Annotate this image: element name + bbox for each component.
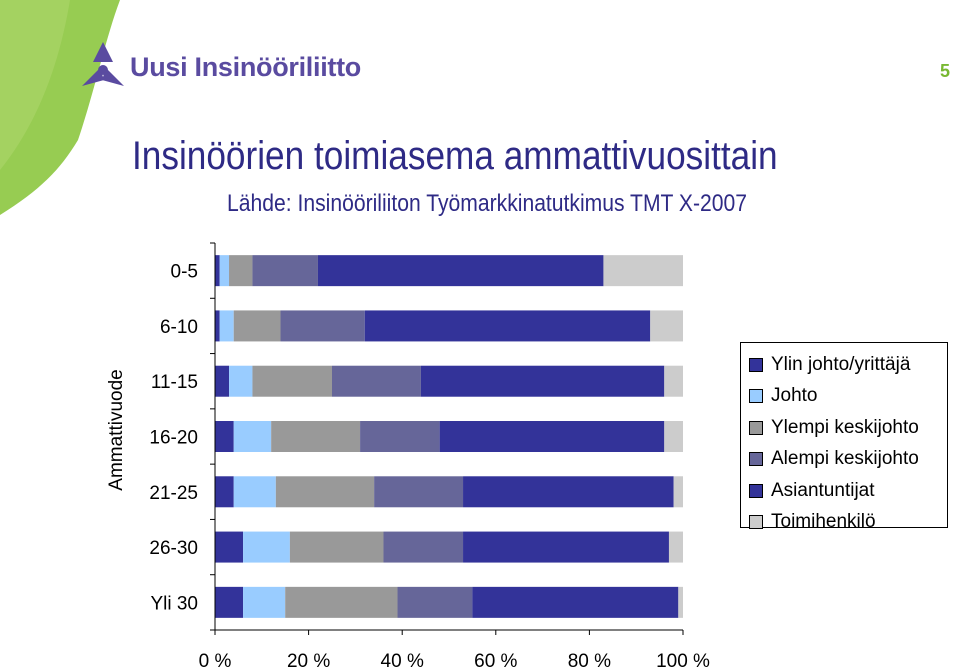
y-tick-label: 16-20: [149, 428, 198, 449]
bar-6-10-series-4: [364, 310, 651, 342]
bar-6-10-series-0: [215, 310, 220, 342]
x-tick-label: 60 %: [474, 651, 517, 669]
bar-0-5-series-0: [215, 255, 220, 287]
bar-11-15-series-4: [420, 365, 665, 397]
x-tick-label: 80 %: [568, 651, 611, 669]
bar-6-10-series-1: [219, 310, 234, 342]
y-tick-label: 11-15: [151, 372, 198, 393]
legend-label: Asiantuntijat: [771, 479, 875, 501]
bar-16-20-series-1: [233, 421, 272, 452]
bar-Yli 30-series-2: [285, 586, 398, 618]
y-tick-label: 21-25: [149, 483, 198, 504]
bar-6-10-series-2: [233, 310, 281, 342]
legend-label: Johto: [771, 385, 818, 407]
legend-label: Toimihenkilö: [771, 511, 876, 533]
bar-Yli 30-series-5: [678, 586, 683, 618]
bar-16-20-series-3: [360, 421, 440, 452]
bar-11-15-series-2: [252, 365, 332, 397]
bar-0-5-series-3: [252, 255, 318, 287]
bar-26-30-series-3: [383, 531, 464, 563]
bar-0-5-series-1: [219, 255, 230, 287]
page-number: 5: [940, 61, 951, 81]
legend-item: Toimihenkilö: [749, 507, 947, 539]
bar-21-25-series-0: [215, 476, 234, 508]
legend-label: Ylin johto/yrittäjä: [771, 353, 911, 375]
legend-label: Alempi keskijohto: [771, 448, 919, 470]
bar-21-25-series-2: [275, 476, 375, 508]
legend-item: Asiantuntijat: [749, 475, 947, 507]
bar-Yli 30-series-3: [397, 586, 473, 618]
bar-11-15-series-1: [229, 365, 253, 397]
legend-swatch: [749, 389, 763, 404]
y-axis-label: Ammattivuode: [106, 369, 127, 490]
legend-item: Johto: [749, 381, 947, 413]
bar-6-10-series-3: [280, 310, 365, 342]
bar-26-30-series-1: [243, 531, 290, 563]
bar-21-25-series-5: [673, 476, 683, 508]
page-title: Insinöörien toimiasema ammattivuosittain: [132, 134, 778, 178]
bar-Yli 30-series-1: [243, 586, 286, 618]
y-tick-label: 6-10: [160, 317, 198, 338]
legend: Ylin johto/yrittäjä Johto Ylempi keskijoht…: [740, 342, 948, 532]
x-tick-label: 20 %: [287, 651, 330, 669]
legend-swatch: [749, 452, 763, 467]
page-subtitle: Lähde: Insinööriliiton Työmarkkinatutkim…: [227, 190, 748, 217]
legend-item: Ylempi keskijohto: [749, 412, 947, 444]
bar-21-25-series-1: [233, 476, 276, 508]
bars-group: [215, 255, 683, 618]
legend-item: Ylin johto/yrittäjä: [749, 349, 947, 381]
legend-label: Ylempi keskijohto: [771, 416, 919, 438]
green-corner-swoosh-light: [0, 0, 70, 170]
bar-6-10-series-5: [650, 310, 683, 342]
bar-26-30-series-2: [289, 531, 384, 563]
bar-0-5-series-2: [229, 255, 253, 287]
y-axis-ticks: 0-5 6-10 11-15 16-20 21-25 26-30 Yli 30: [149, 242, 215, 631]
bar-Yli 30-series-4: [472, 586, 679, 618]
legend-swatch: [749, 515, 763, 530]
bar-21-25-series-4: [463, 476, 674, 508]
legend-swatch: [749, 357, 763, 372]
bar-16-20-series-2: [271, 421, 361, 452]
y-tick-label: 26-30: [149, 538, 198, 559]
y-tick-label: Yli 30: [150, 593, 198, 614]
bar-26-30-series-4: [463, 531, 669, 563]
x-tick-label: 100 %: [656, 651, 710, 669]
legend-item: Alempi keskijohto: [749, 444, 947, 476]
x-axis-ticks: 0 % 20 % 40 % 60 % 80 % 100 %: [199, 630, 710, 669]
x-tick-label: 0 %: [199, 651, 232, 669]
bar-26-30-series-0: [215, 531, 244, 563]
bar-0-5-series-5: [603, 255, 683, 287]
bar-11-15-series-3: [332, 365, 421, 397]
bar-11-15-series-5: [664, 365, 683, 397]
logo-text: Uusi Insinööriliitto: [130, 52, 361, 82]
bar-16-20-series-0: [215, 421, 234, 452]
logo-icon: [82, 42, 124, 86]
bar-16-20-series-4: [439, 421, 665, 452]
legend-swatch: [749, 483, 763, 498]
bar-0-5-series-4: [317, 255, 604, 287]
bar-21-25-series-3: [374, 476, 464, 508]
x-tick-label: 40 %: [381, 651, 424, 669]
y-tick-label: 0-5: [171, 262, 198, 283]
bar-Yli 30-series-0: [215, 586, 244, 618]
bar-26-30-series-5: [668, 531, 683, 563]
bar-11-15-series-0: [215, 365, 230, 397]
legend-swatch: [749, 420, 763, 435]
bar-16-20-series-5: [664, 421, 683, 452]
